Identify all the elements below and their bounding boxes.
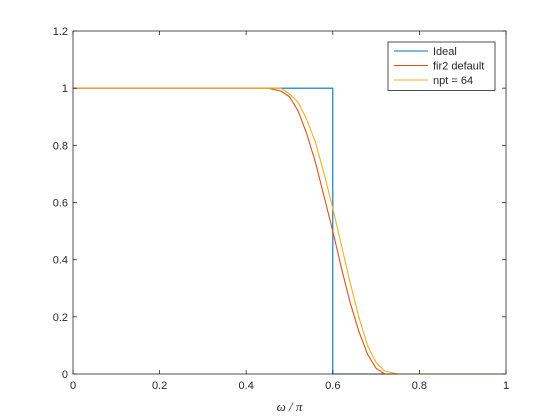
y-tick-label: 0.6 [53, 198, 68, 210]
legend-label-2: npt = 64 [433, 75, 473, 87]
x-tick-label: 0.4 [239, 380, 254, 392]
legend: Ideal fir2 default npt = 64 [387, 41, 496, 91]
legend-box [387, 41, 496, 91]
y-tick-label: 0 [62, 369, 68, 381]
x-axis-label: ω / π [277, 399, 303, 414]
x-tick-label: 0 [70, 380, 76, 392]
series-line-2 [73, 87, 506, 375]
x-tick-label: 0.2 [152, 380, 167, 392]
y-tick-label: 0.8 [53, 140, 68, 152]
y-tick-label: 0.2 [53, 312, 68, 324]
x-tick-label: 0.6 [325, 380, 340, 392]
y-tick-label: 0.4 [53, 255, 68, 267]
y-tick-label: 1 [62, 83, 68, 95]
legend-label-0: Ideal [433, 46, 457, 58]
legend-label-1: fir2 default [433, 61, 484, 73]
ticks-layer: 0 0.2 0.4 0.6 0.8 1 0 0.2 0.4 0.6 0.8 1 1.2 [53, 26, 509, 392]
x-tick-label: 0.8 [412, 380, 427, 392]
x-tick-label: 1 [503, 380, 509, 392]
y-tick-label: 1.2 [53, 26, 68, 38]
